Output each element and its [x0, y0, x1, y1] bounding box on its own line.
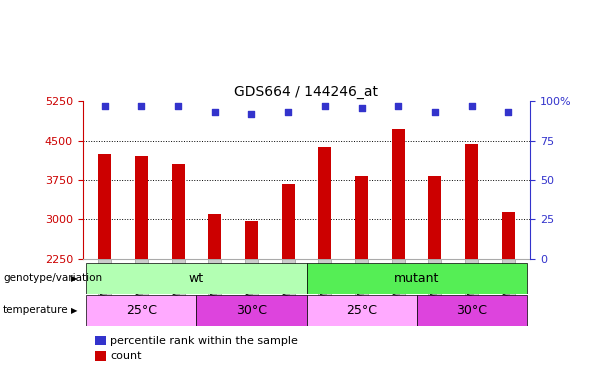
Bar [245, 222, 258, 259]
Text: ▶: ▶ [71, 306, 78, 315]
Text: 25°C: 25°C [346, 304, 377, 317]
Bar [86, 263, 306, 294]
Point [100, 103, 110, 109]
Point [503, 109, 513, 115]
Bar [282, 184, 295, 259]
Bar [355, 176, 368, 259]
Point [320, 103, 330, 109]
Bar [306, 263, 527, 294]
Point [246, 111, 256, 117]
Bar [392, 129, 405, 259]
Bar [86, 295, 196, 326]
Bar [465, 144, 478, 259]
Point [137, 103, 147, 109]
Bar [172, 164, 185, 259]
Point [283, 109, 293, 115]
Bar [196, 295, 306, 326]
Bar [135, 156, 148, 259]
Bar [417, 295, 527, 326]
Point [430, 109, 440, 115]
Point [357, 105, 367, 111]
Text: 25°C: 25°C [126, 304, 157, 317]
Point [394, 103, 403, 109]
Point [466, 103, 476, 109]
Text: ▶: ▶ [71, 274, 78, 283]
Bar [502, 211, 515, 259]
Point [173, 103, 183, 109]
Text: temperature: temperature [3, 305, 69, 315]
Text: percentile rank within the sample: percentile rank within the sample [110, 336, 298, 345]
Text: count: count [110, 351, 142, 361]
Text: wt: wt [189, 272, 204, 285]
Point [210, 109, 219, 115]
Title: GDS664 / 144246_at: GDS664 / 144246_at [235, 85, 378, 99]
Text: mutant: mutant [394, 272, 440, 285]
Bar [306, 295, 417, 326]
Text: 30°C: 30°C [456, 304, 487, 317]
Text: 30°C: 30°C [236, 304, 267, 317]
Bar [318, 147, 331, 259]
Bar [208, 214, 221, 259]
Bar [428, 176, 441, 259]
Text: genotype/variation: genotype/variation [3, 273, 102, 284]
Bar [98, 154, 111, 259]
